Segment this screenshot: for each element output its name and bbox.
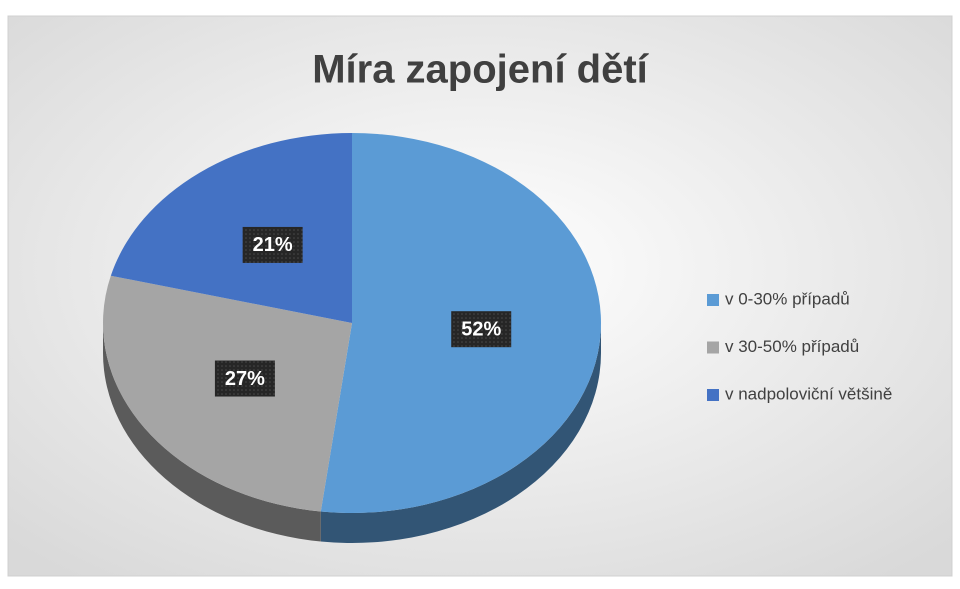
- data-label: 27%: [225, 368, 265, 390]
- chart-title: Míra zapojení dětí: [312, 48, 649, 92]
- legend-label: v nadpoloviční většině: [725, 384, 892, 403]
- data-label-box: [451, 311, 512, 348]
- data-label: 52%: [461, 318, 501, 340]
- data-label: 21%: [253, 234, 293, 256]
- legend-swatch: [707, 389, 719, 401]
- legend-swatch: [707, 341, 719, 354]
- data-label-box: [214, 360, 275, 397]
- slice: [110, 133, 353, 323]
- legend-swatch: [707, 294, 719, 306]
- slice-side: [320, 323, 601, 543]
- slice-side: [103, 323, 321, 542]
- legend-label: v 0-30% případů: [725, 289, 850, 308]
- legend-label: v 30-50% případů: [725, 337, 859, 356]
- data-label-box: [242, 226, 303, 263]
